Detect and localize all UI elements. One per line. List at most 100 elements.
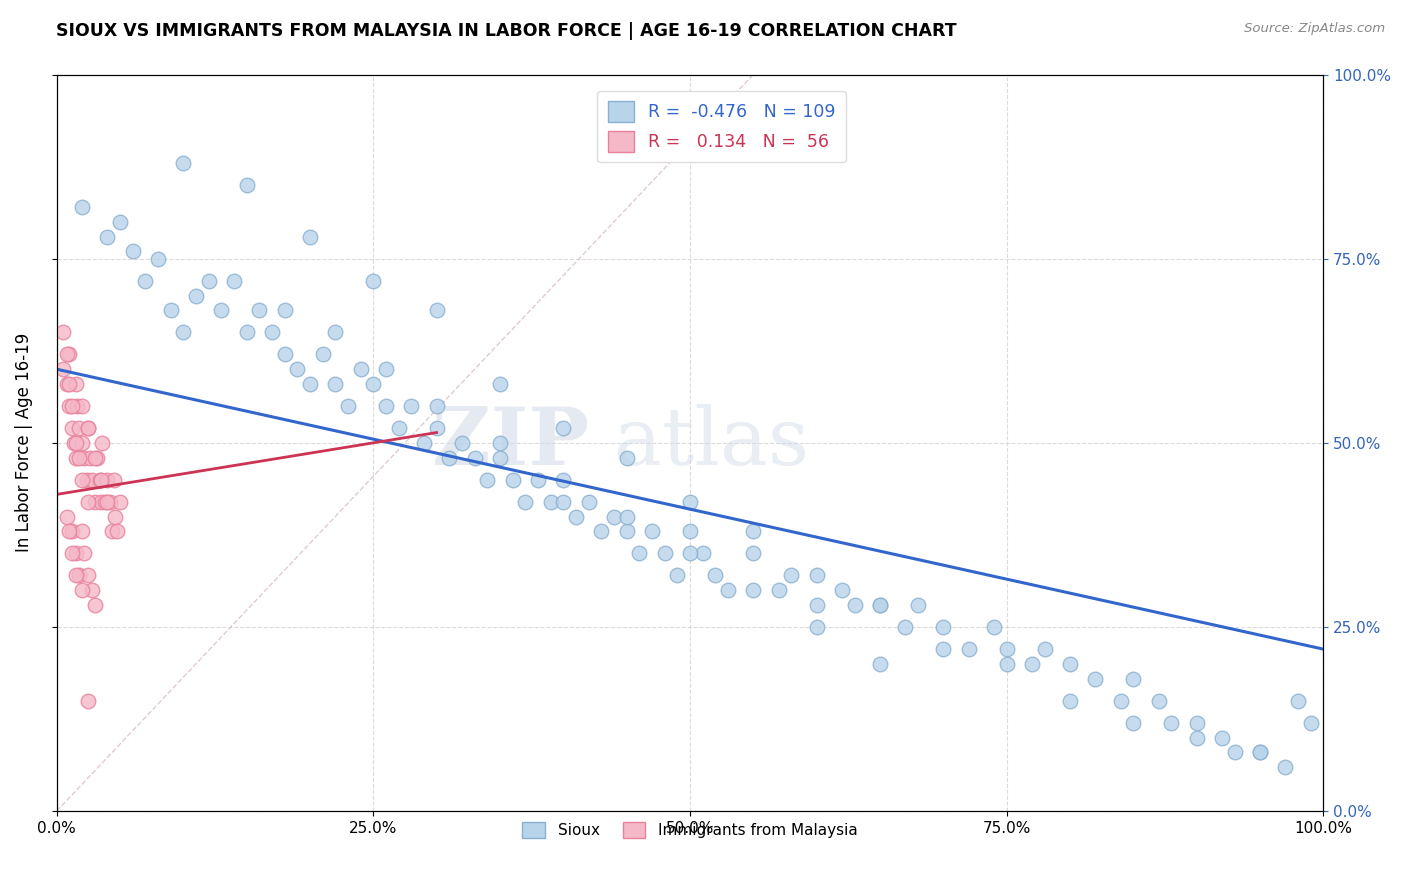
Point <box>679 495 702 509</box>
Text: atlas: atlas <box>614 404 808 482</box>
Point <box>55 347 77 361</box>
Point <box>869 598 891 612</box>
Point <box>426 399 449 413</box>
Point <box>426 421 449 435</box>
Point <box>527 473 550 487</box>
Point <box>76 473 98 487</box>
Point <box>869 598 891 612</box>
Point <box>401 399 423 413</box>
Point <box>806 620 828 634</box>
Point <box>273 347 295 361</box>
Point <box>1185 715 1208 730</box>
Point <box>65 450 87 465</box>
Point <box>63 435 86 450</box>
Point <box>477 473 499 487</box>
Point <box>235 326 257 340</box>
Point <box>77 421 100 435</box>
Point <box>361 376 384 391</box>
Point <box>55 509 77 524</box>
Point <box>515 495 537 509</box>
Point <box>1059 694 1081 708</box>
Point <box>489 376 512 391</box>
Point <box>52 362 75 376</box>
Point <box>222 274 245 288</box>
Point <box>628 546 651 560</box>
Point <box>58 376 80 391</box>
Point <box>679 546 702 560</box>
Point <box>101 524 124 539</box>
Point <box>413 435 436 450</box>
Point <box>77 568 100 582</box>
Point <box>96 473 118 487</box>
Point <box>58 399 80 413</box>
Point <box>374 362 396 376</box>
Point <box>844 598 866 612</box>
Point <box>60 421 83 435</box>
Point <box>1299 715 1322 730</box>
Point <box>894 620 917 634</box>
Point <box>298 229 321 244</box>
Point <box>107 524 129 539</box>
Point <box>1033 642 1056 657</box>
Point <box>932 642 955 657</box>
Point <box>1122 715 1144 730</box>
Point <box>323 326 346 340</box>
Point <box>89 473 111 487</box>
Point <box>768 583 790 598</box>
Point <box>388 421 411 435</box>
Point <box>83 598 105 612</box>
Point <box>70 435 93 450</box>
Point <box>96 495 118 509</box>
Point <box>83 450 105 465</box>
Point <box>995 657 1018 671</box>
Legend: Sioux, Immigrants from Malaysia: Sioux, Immigrants from Malaysia <box>516 816 863 844</box>
Point <box>65 568 87 582</box>
Point <box>1185 731 1208 745</box>
Point <box>1223 745 1246 759</box>
Point <box>806 598 828 612</box>
Point <box>1249 745 1271 759</box>
Point <box>80 583 103 598</box>
Point <box>65 435 87 450</box>
Text: ZIP: ZIP <box>432 404 589 482</box>
Point <box>1249 745 1271 759</box>
Point <box>679 524 702 539</box>
Point <box>1109 694 1132 708</box>
Point <box>1021 657 1043 671</box>
Point <box>66 399 89 413</box>
Point <box>86 450 108 465</box>
Point <box>159 303 181 318</box>
Point <box>1059 657 1081 671</box>
Point <box>1160 715 1182 730</box>
Point <box>717 583 740 598</box>
Point <box>565 509 588 524</box>
Point <box>197 274 219 288</box>
Point <box>616 524 638 539</box>
Point <box>489 450 512 465</box>
Point <box>1122 672 1144 686</box>
Text: SIOUX VS IMMIGRANTS FROM MALAYSIA IN LABOR FORCE | AGE 16-19 CORRELATION CHART: SIOUX VS IMMIGRANTS FROM MALAYSIA IN LAB… <box>56 22 957 40</box>
Point <box>983 620 1005 634</box>
Point <box>67 568 90 582</box>
Point <box>73 450 96 465</box>
Point <box>439 450 461 465</box>
Point <box>90 495 112 509</box>
Point <box>77 694 100 708</box>
Point <box>742 546 765 560</box>
Point <box>1211 731 1233 745</box>
Point <box>77 495 100 509</box>
Point <box>70 200 93 214</box>
Point <box>591 524 613 539</box>
Point <box>489 435 512 450</box>
Point <box>67 450 90 465</box>
Point <box>65 376 87 391</box>
Point <box>172 326 194 340</box>
Point <box>70 473 93 487</box>
Point <box>172 156 194 170</box>
Point <box>184 288 207 302</box>
Point <box>666 568 689 582</box>
Point <box>957 642 980 657</box>
Point <box>1084 672 1107 686</box>
Point <box>323 376 346 391</box>
Point <box>932 620 955 634</box>
